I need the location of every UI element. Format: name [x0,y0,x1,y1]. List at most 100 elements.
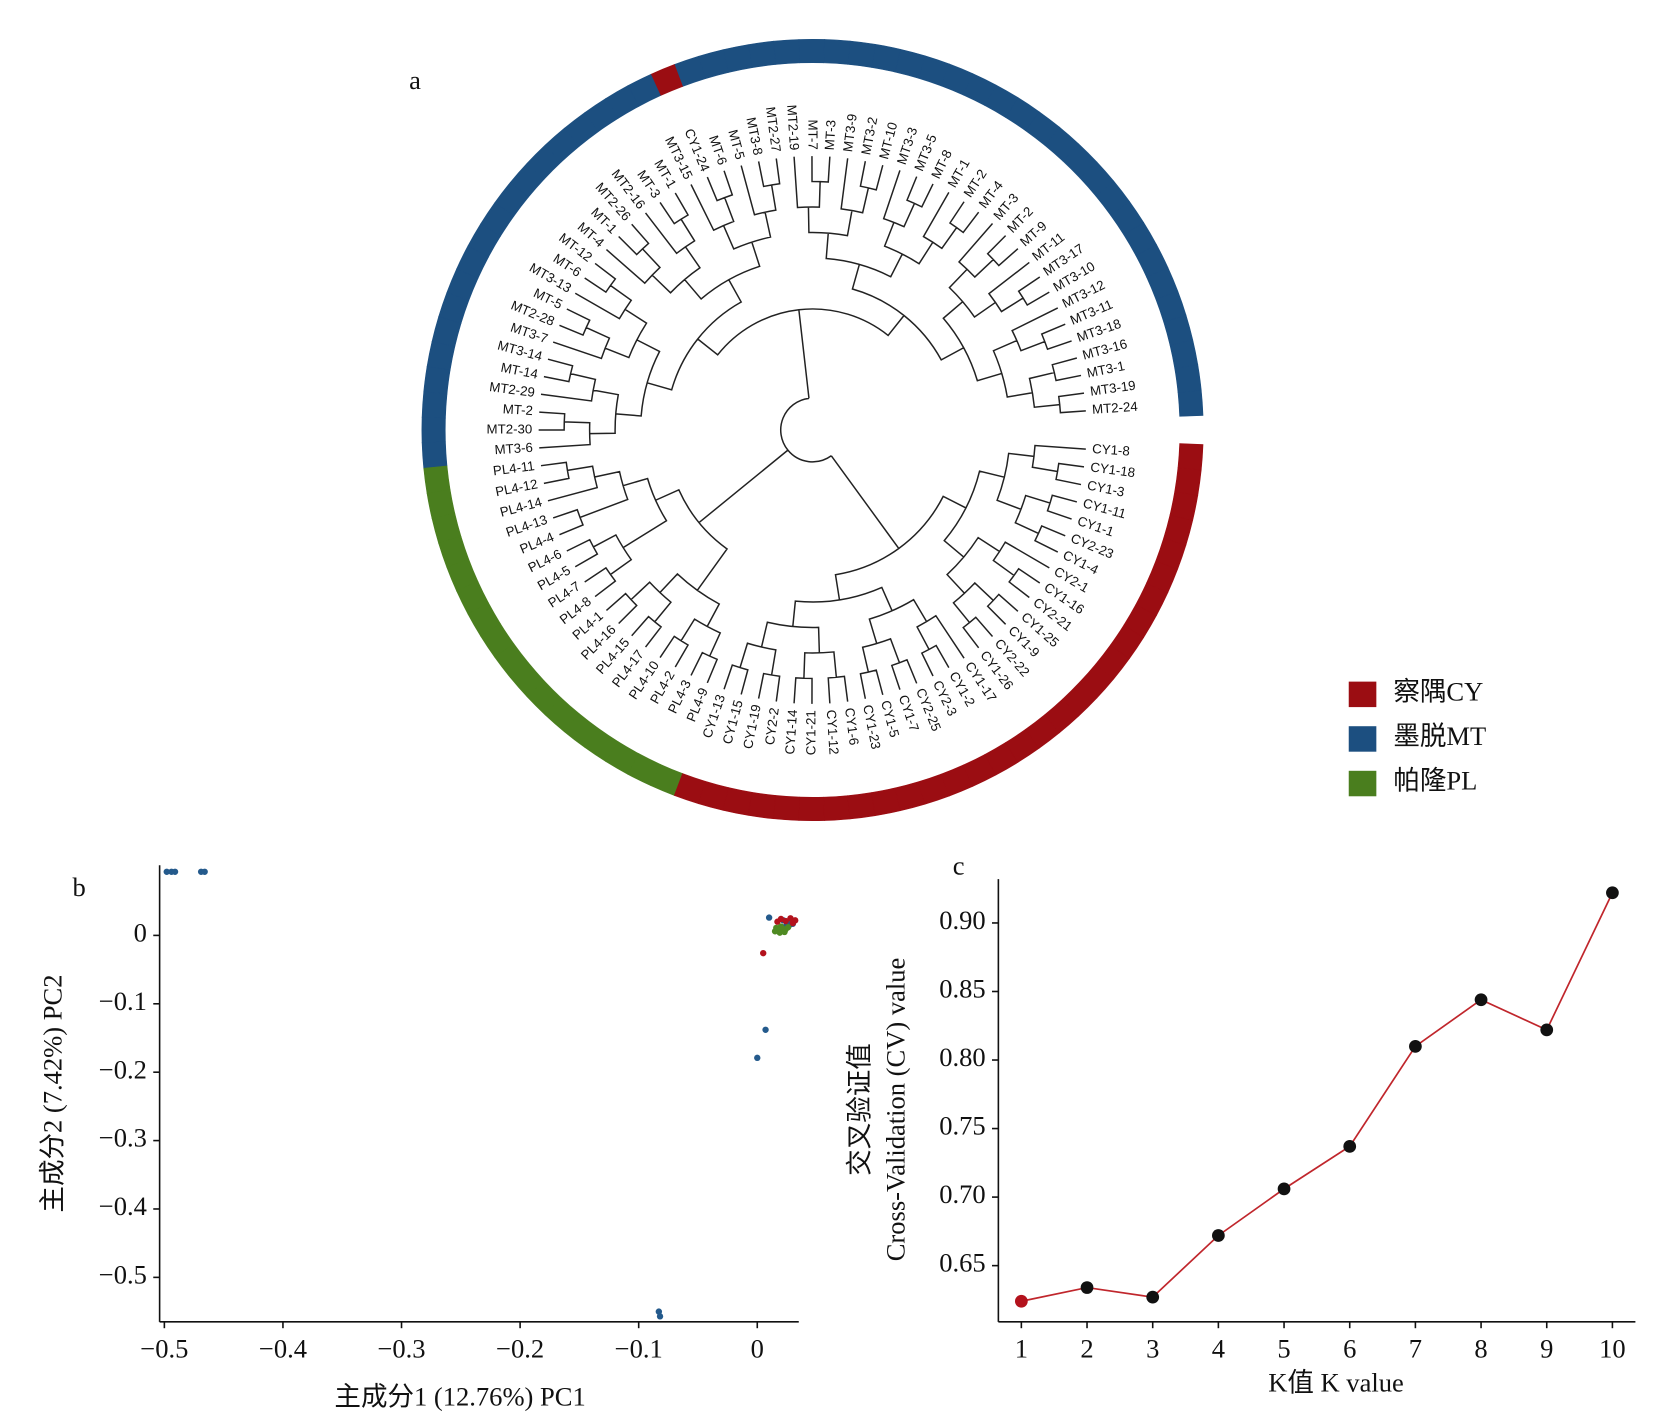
ring-segment [1174,467,1202,496]
leaf-label: CY1-12 [824,709,842,755]
ring-segment [421,441,448,469]
x-tick-label: 5 [1277,1334,1290,1364]
leaf-label: MT3-19 [1089,378,1136,399]
x-axis-label: 主成分1 (12.76%) PC1 [334,1381,585,1411]
y-axis-label: 交叉验证值 [845,1043,875,1176]
y-tick-label: 0.70 [939,1179,985,1209]
point [1146,1290,1160,1304]
leaf-label: MT-3 [822,120,839,151]
leaf-label: CY1-23 [860,703,883,750]
leaf-label: CY1-8 [1092,441,1131,459]
y-tick-label: 0.85 [939,974,985,1004]
leaf-label: CY1-18 [1089,459,1136,480]
x-tick-label: 8 [1474,1334,1487,1364]
x-axis-label: K值 K value [1268,1368,1404,1398]
point [163,868,170,875]
x-tick-label: 2 [1080,1334,1093,1364]
ring-segment [747,40,777,69]
point [1474,993,1488,1007]
ring-segment [823,795,851,821]
legend-swatch [1348,726,1377,752]
x-tick-label: 9 [1540,1334,1553,1364]
point [1343,1140,1357,1153]
point [765,914,773,921]
x-tick-label: 1 [1015,1334,1028,1364]
point [762,1026,769,1033]
leaf-label: CY1-19 [740,703,764,750]
x-tick-label: 6 [1343,1334,1356,1364]
ring-segment [421,391,448,419]
y-tick-label: −0.2 [99,1054,147,1084]
legend-swatch [1348,770,1377,797]
leaf-label: MT2-30 [487,421,533,436]
leaf-label: MT2-24 [1092,399,1139,417]
ring-segment [773,795,801,821]
point [1212,1229,1225,1242]
ring-segment [847,40,876,68]
leaf-label: MT-2 [502,401,533,418]
point [1080,1281,1094,1294]
leaf-label: CY1-3 [1086,477,1126,499]
point [789,919,797,927]
point [656,1313,664,1320]
point [776,929,783,936]
point [1277,1182,1291,1196]
legend-swatch [1348,681,1377,708]
point [777,923,785,930]
panel-label: b [73,872,86,902]
point [1540,1023,1554,1037]
ring-segment [798,796,825,822]
tree-branches [538,156,1086,704]
x-tick-label: −0.2 [496,1334,544,1364]
y-axis-label: 主成分2 (7.42%) PC2 [38,975,68,1213]
point [784,924,792,931]
point [754,1054,761,1062]
x-tick-label: 3 [1146,1334,1159,1364]
ring-segment [1169,490,1199,521]
leaf-label: MT-14 [499,360,539,382]
ring-segment [421,416,446,444]
y-tick-label: −0.5 [99,1259,147,1289]
y-tick-label: −0.4 [99,1191,147,1221]
y-tick-label: 0.75 [939,1111,985,1141]
leaf-label: MT3-2 [858,116,880,156]
leaf-label: MT3-6 [494,440,533,457]
ring-segment [1177,389,1204,417]
ring-segment [1177,443,1204,471]
point [1606,886,1619,900]
leaf-label: MT2-29 [488,379,535,400]
y-tick-label: 0 [134,917,147,947]
panel-label: c [953,851,965,881]
point [782,917,789,925]
point [171,868,179,875]
leaf-label: CY1-21 [803,710,818,755]
ring-segment [747,791,777,820]
leaf-label: CY1-14 [782,709,800,755]
point [201,868,208,875]
x-tick-label: −0.1 [615,1334,663,1364]
ring-segment [426,341,456,371]
x-tick-label: −0.4 [259,1334,307,1364]
leaf-label: MT2-27 [763,106,784,153]
legend-label: 帕隆PL [1393,766,1477,796]
leaf-label: MT3-8 [743,116,765,157]
leaf-label: MT-7 [805,119,820,149]
point [1409,1039,1422,1053]
legend-label: 察隅CY [1393,676,1483,706]
ring-segment [798,38,825,64]
ring-segment [722,787,753,816]
leaf-label: PL4-11 [492,458,535,478]
x-tick-label: 10 [1599,1334,1626,1364]
x-tick-label: 7 [1409,1334,1422,1364]
x-tick-label: −0.3 [377,1334,425,1364]
y-tick-label: 0.90 [939,905,985,935]
leaf-label: MT3-1 [1086,358,1127,380]
panel-label: a [409,65,421,95]
ring-segment [1174,364,1202,393]
y-axis-label: Cross-Validation (CV) value [881,958,911,1262]
x-tick-label: 0 [751,1334,764,1364]
point [781,928,788,936]
point [655,1308,663,1315]
leaf-label: CY2-2 [762,707,782,746]
